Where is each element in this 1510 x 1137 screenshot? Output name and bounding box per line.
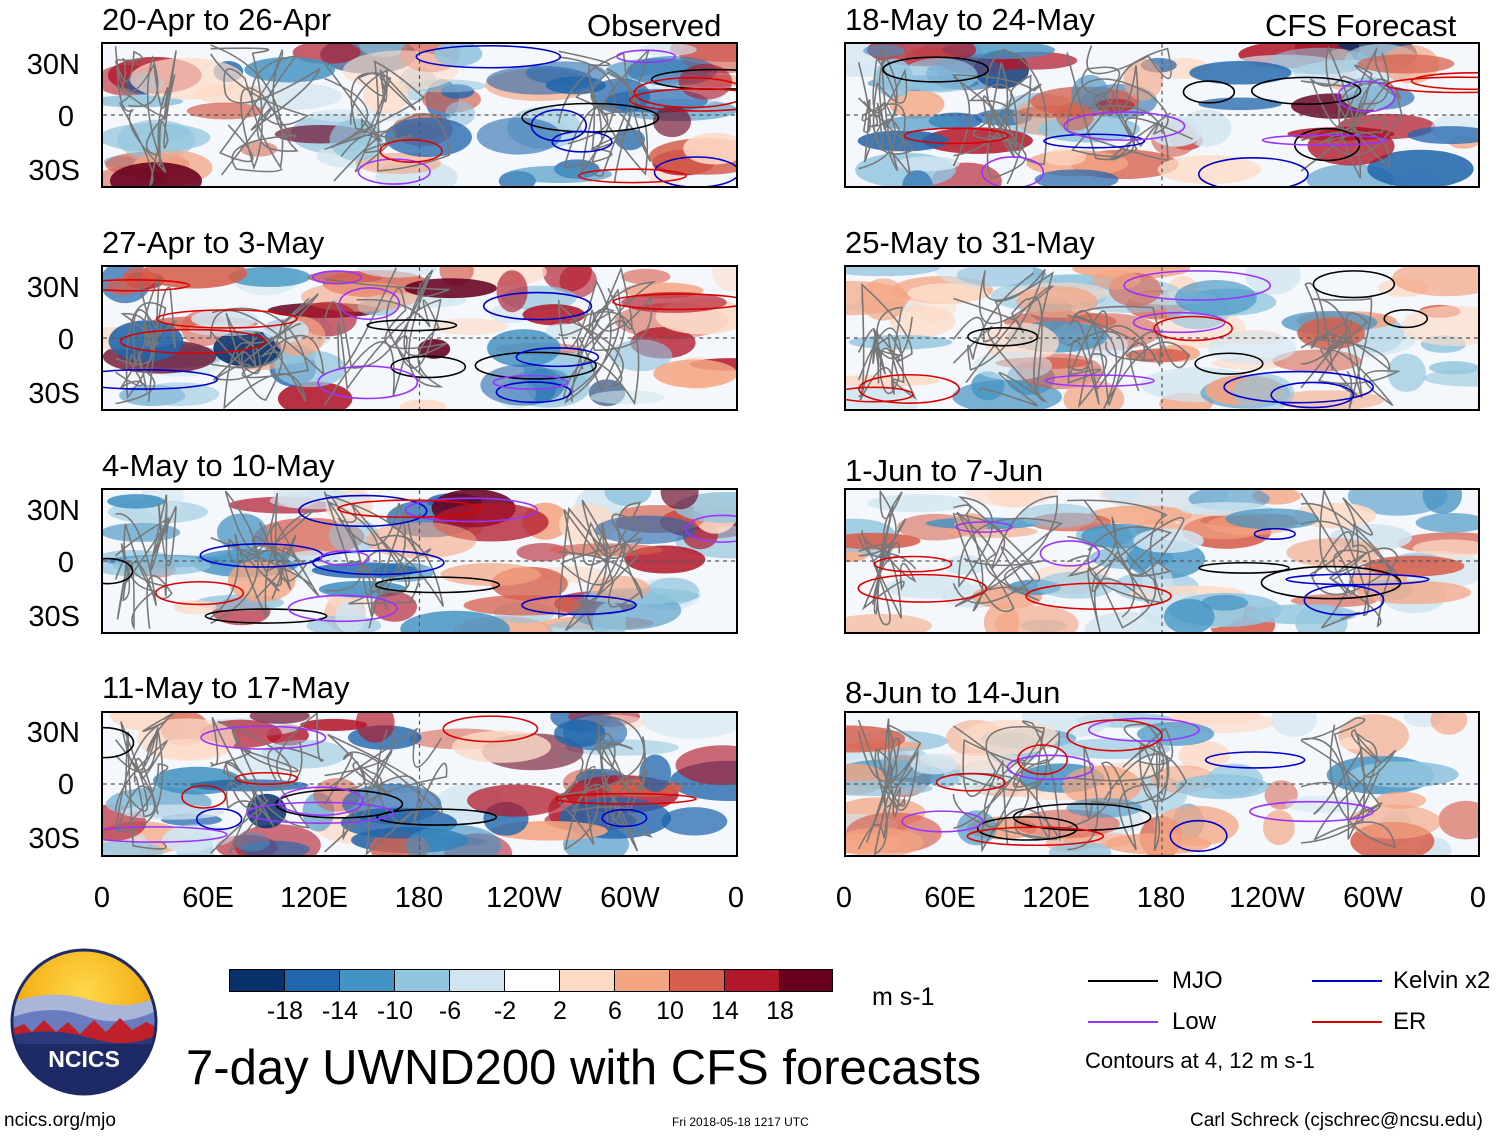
lat-label-eq: 0 — [57, 324, 74, 356]
colorbar-swatch — [725, 970, 780, 991]
colorbar-tick-label: -2 — [493, 997, 517, 1025]
lon-label: 60W — [600, 882, 660, 914]
colorbar-swatch — [230, 970, 285, 991]
map-panel-fc-4 — [844, 711, 1480, 857]
lat-label-30n: 30N — [26, 495, 80, 527]
lon-label: 0 — [835, 882, 853, 914]
colorbar-swatch — [615, 970, 670, 991]
lat-label-30n: 30N — [26, 272, 80, 304]
colorbar-tick-label: -18 — [266, 997, 304, 1025]
ncics-logo: NCICS — [10, 948, 158, 1096]
lon-label: 0 — [93, 882, 111, 914]
lon-label: 120W — [486, 882, 562, 914]
colorbar-swatch — [395, 970, 450, 991]
legend-label-kelvin: Kelvin x2 — [1393, 967, 1491, 994]
colorbar-tick-label: 6 — [608, 997, 622, 1025]
panel-title-fc-1: 18-May to 24-May — [845, 2, 1095, 37]
lon-label: 60E — [924, 882, 976, 914]
lat-label-30s: 30S — [28, 155, 80, 187]
legend-line-low — [1088, 1021, 1158, 1023]
footer-timestamp: Fri 2018-05-18 1217 UTC — [672, 1115, 809, 1129]
colorbar-swatch — [285, 970, 340, 991]
panel-title-obs-4: 11-May to 17-May — [102, 670, 350, 705]
panel-title-fc-4: 8-Jun to 14-Jun — [845, 675, 1061, 710]
panel-title-fc-2: 25-May to 31-May — [845, 225, 1095, 260]
lat-label-30s: 30S — [28, 823, 80, 855]
lon-label: 180 — [1136, 882, 1186, 914]
colorbar-tick-label: 18 — [766, 997, 794, 1025]
colorbar — [229, 969, 833, 992]
lat-label-eq: 0 — [57, 547, 74, 579]
lat-label-eq: 0 — [57, 769, 74, 801]
lon-label: 0 — [1469, 882, 1487, 914]
lon-label: 0 — [727, 882, 745, 914]
colorbar-swatch — [780, 970, 832, 991]
colorbar-tick-label: 10 — [656, 997, 684, 1025]
map-panel-fc-3 — [844, 488, 1480, 634]
lat-label-eq: 0 — [57, 101, 74, 133]
lat-label-30n: 30N — [26, 717, 80, 749]
logo-text: NCICS — [48, 1046, 120, 1072]
colorbar-swatch — [560, 970, 615, 991]
lon-label: 180 — [394, 882, 444, 914]
colorbar-tick-label: 2 — [553, 997, 567, 1025]
colorbar-swatch — [670, 970, 725, 991]
legend-line-mjo — [1088, 980, 1158, 982]
colorbar-tick-label: 14 — [711, 997, 739, 1025]
lon-label: 60W — [1343, 882, 1403, 914]
lon-label: 120W — [1229, 882, 1305, 914]
colorbar-tick-label: -10 — [376, 997, 414, 1025]
legend-label-er: ER — [1393, 1008, 1427, 1035]
colorbar-units: m s-1 — [872, 983, 935, 1011]
legend-line-er — [1312, 1021, 1382, 1023]
panel-title-fc-3: 1-Jun to 7-Jun — [845, 453, 1044, 488]
legend-line-kelvin — [1312, 980, 1382, 982]
figure-title: 7-day UWND200 with CFS forecasts — [186, 1041, 982, 1095]
map-panel-obs-2 — [101, 265, 738, 411]
colorbar-swatch — [340, 970, 395, 991]
panel-title-obs-1: 20-Apr to 26-Apr — [102, 2, 332, 37]
panel-title-obs-3: 4-May to 10-May — [102, 448, 335, 483]
map-panel-fc-2 — [844, 265, 1480, 411]
legend-label-mjo: MJO — [1172, 967, 1223, 994]
map-panel-obs-4 — [101, 711, 738, 857]
forecast-label: CFS Forecast — [1265, 8, 1457, 43]
footer-url[interactable]: ncics.org/mjo — [4, 1110, 116, 1131]
panel-title-obs-2: 27-Apr to 3-May — [102, 225, 325, 260]
map-panel-obs-3 — [101, 488, 738, 634]
footer-credit: Carl Schreck (cjschrec@ncsu.edu) — [1190, 1110, 1483, 1131]
observed-label: Observed — [587, 8, 722, 43]
lat-label-30n: 30N — [26, 49, 80, 81]
lon-label: 120E — [1022, 882, 1090, 914]
colorbar-swatch — [505, 970, 560, 991]
lat-label-30s: 30S — [28, 378, 80, 410]
colorbar-tick-label: -6 — [438, 997, 462, 1025]
map-panel-fc-1 — [844, 42, 1480, 188]
legend-label-low: Low — [1172, 1008, 1217, 1035]
colorbar-tick-label: -14 — [321, 997, 359, 1025]
lat-label-30s: 30S — [28, 601, 80, 633]
lon-label: 60E — [182, 882, 234, 914]
colorbar-swatch — [450, 970, 505, 991]
map-panel-obs-1 — [101, 42, 738, 188]
legend-note: Contours at 4, 12 m s-1 — [1085, 1048, 1315, 1073]
lon-label: 120E — [280, 882, 348, 914]
